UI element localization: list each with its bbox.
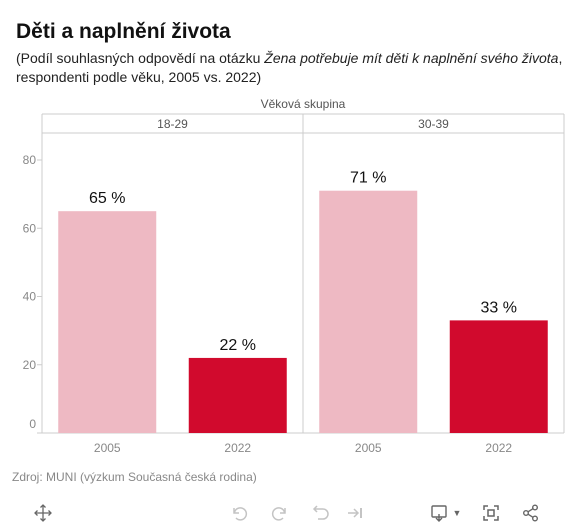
redo-icon[interactable] bbox=[269, 502, 291, 524]
pause-icon[interactable] bbox=[344, 502, 366, 524]
data-label: 33 % bbox=[481, 299, 517, 316]
x-tick-label: 2005 bbox=[355, 441, 382, 455]
x-tick-label: 2022 bbox=[224, 441, 251, 455]
subtitle-text-end: , respondenti podle věku, 2005 vs. 2022) bbox=[16, 50, 563, 85]
facet-axis-label: Věková skupina bbox=[261, 97, 346, 111]
facet-label: 30-39 bbox=[418, 117, 449, 131]
y-tick-label: 80 bbox=[23, 153, 37, 167]
chart-subtitle: (Podíl souhlasných odpovědí na otázku Že… bbox=[16, 49, 564, 87]
bar-18-29-2022 bbox=[188, 357, 287, 433]
y-tick-label: 40 bbox=[23, 290, 37, 304]
y-tick-label: 0 bbox=[29, 417, 36, 431]
toolbar: ▼ bbox=[0, 498, 576, 527]
share-icon[interactable] bbox=[520, 502, 542, 524]
download-icon[interactable] bbox=[428, 502, 450, 524]
move-icon[interactable] bbox=[32, 502, 54, 524]
data-label: 22 % bbox=[220, 337, 256, 354]
subtitle-text: (Podíl souhlasných odpovědí na otázku bbox=[16, 50, 265, 66]
y-tick-label: 20 bbox=[23, 358, 37, 372]
data-label: 71 % bbox=[350, 170, 386, 187]
facet-label: 18-29 bbox=[157, 117, 188, 131]
x-tick-label: 2022 bbox=[485, 441, 512, 455]
fullscreen-icon[interactable] bbox=[480, 502, 502, 524]
y-tick-label: 60 bbox=[23, 221, 37, 235]
chart-title: Děti a naplnění života bbox=[16, 20, 231, 43]
subtitle-question: Žena potřebuje mít děti k naplnění svého… bbox=[264, 50, 559, 66]
revert-icon[interactable] bbox=[310, 502, 332, 524]
bar-chart: Věková skupina 0 20 40 60 80 18-29 65 % 2005 22 %… bbox=[23, 97, 565, 455]
data-label: 65 % bbox=[89, 190, 125, 207]
x-tick-label: 2005 bbox=[94, 441, 121, 455]
bar-30-39-2005 bbox=[319, 190, 418, 433]
download-caret-icon[interactable]: ▼ bbox=[452, 508, 462, 518]
source-note: Zdroj: MUNI (výzkum Současná česká rodin… bbox=[12, 470, 257, 484]
bar-18-29-2005 bbox=[58, 211, 157, 433]
undo-icon[interactable] bbox=[228, 502, 250, 524]
bar-30-39-2022 bbox=[449, 320, 548, 433]
